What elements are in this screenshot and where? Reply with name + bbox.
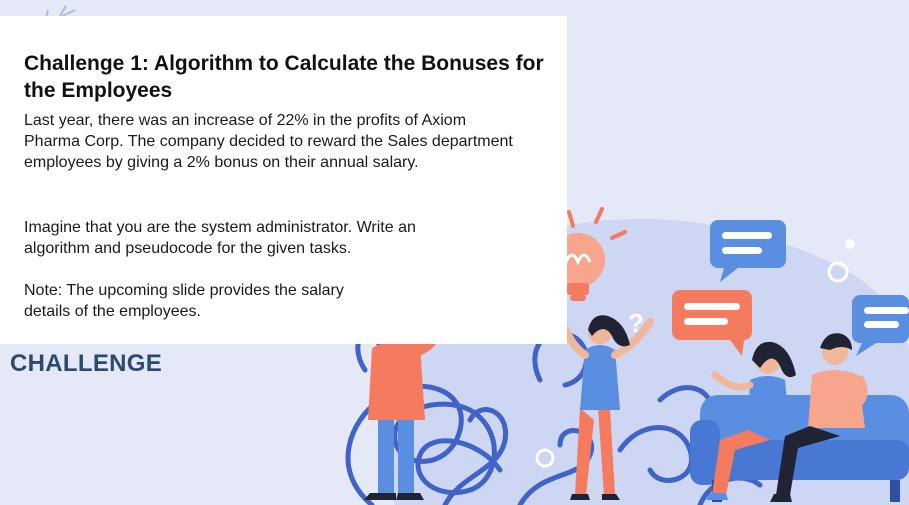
person-woman-seated	[706, 341, 796, 500]
dot-decoration	[845, 239, 855, 249]
chat-bubble-icon	[710, 220, 786, 282]
person-woman-standing	[558, 315, 654, 500]
chat-bubble-icon	[672, 290, 752, 356]
person-man-seated	[770, 333, 868, 502]
chat-bubble-icon	[852, 295, 909, 356]
text-card	[0, 16, 567, 344]
challenge-description: Last year, there was an increase of 22% …	[24, 112, 513, 171]
note-text: Note: The upcoming slide provides the sa…	[24, 282, 344, 320]
page-title: Challenge 1: Algorithm to Calculate the …	[24, 52, 544, 102]
dot-decoration	[535, 448, 555, 468]
task-instruction: Imagine that you are the system administ…	[24, 219, 416, 257]
ring-decoration	[827, 261, 849, 283]
section-label: CHALLENGE	[10, 350, 163, 377]
